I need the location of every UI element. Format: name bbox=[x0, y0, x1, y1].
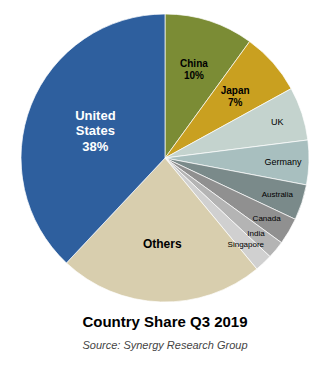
svg-text:India: India bbox=[247, 229, 265, 238]
svg-text:UK: UK bbox=[271, 117, 284, 127]
svg-text:Germany: Germany bbox=[265, 157, 303, 167]
html-text:Country Share Q3 2019: Country Share Q3 2019 bbox=[82, 313, 248, 330]
svg-text:UnitedStates38%: UnitedStates38% bbox=[75, 107, 116, 153]
svg-text:Canada: Canada bbox=[253, 214, 282, 223]
html-text:Source: Synergy Research Group: Source: Synergy Research Group bbox=[82, 339, 248, 351]
svg-text:Others: Others bbox=[143, 237, 182, 251]
svg-text:Australia: Australia bbox=[262, 190, 294, 199]
svg-text:Japan7%: Japan7% bbox=[221, 85, 250, 108]
svg-text:China10%: China10% bbox=[180, 57, 208, 80]
svg-text:Singapore: Singapore bbox=[228, 240, 265, 249]
